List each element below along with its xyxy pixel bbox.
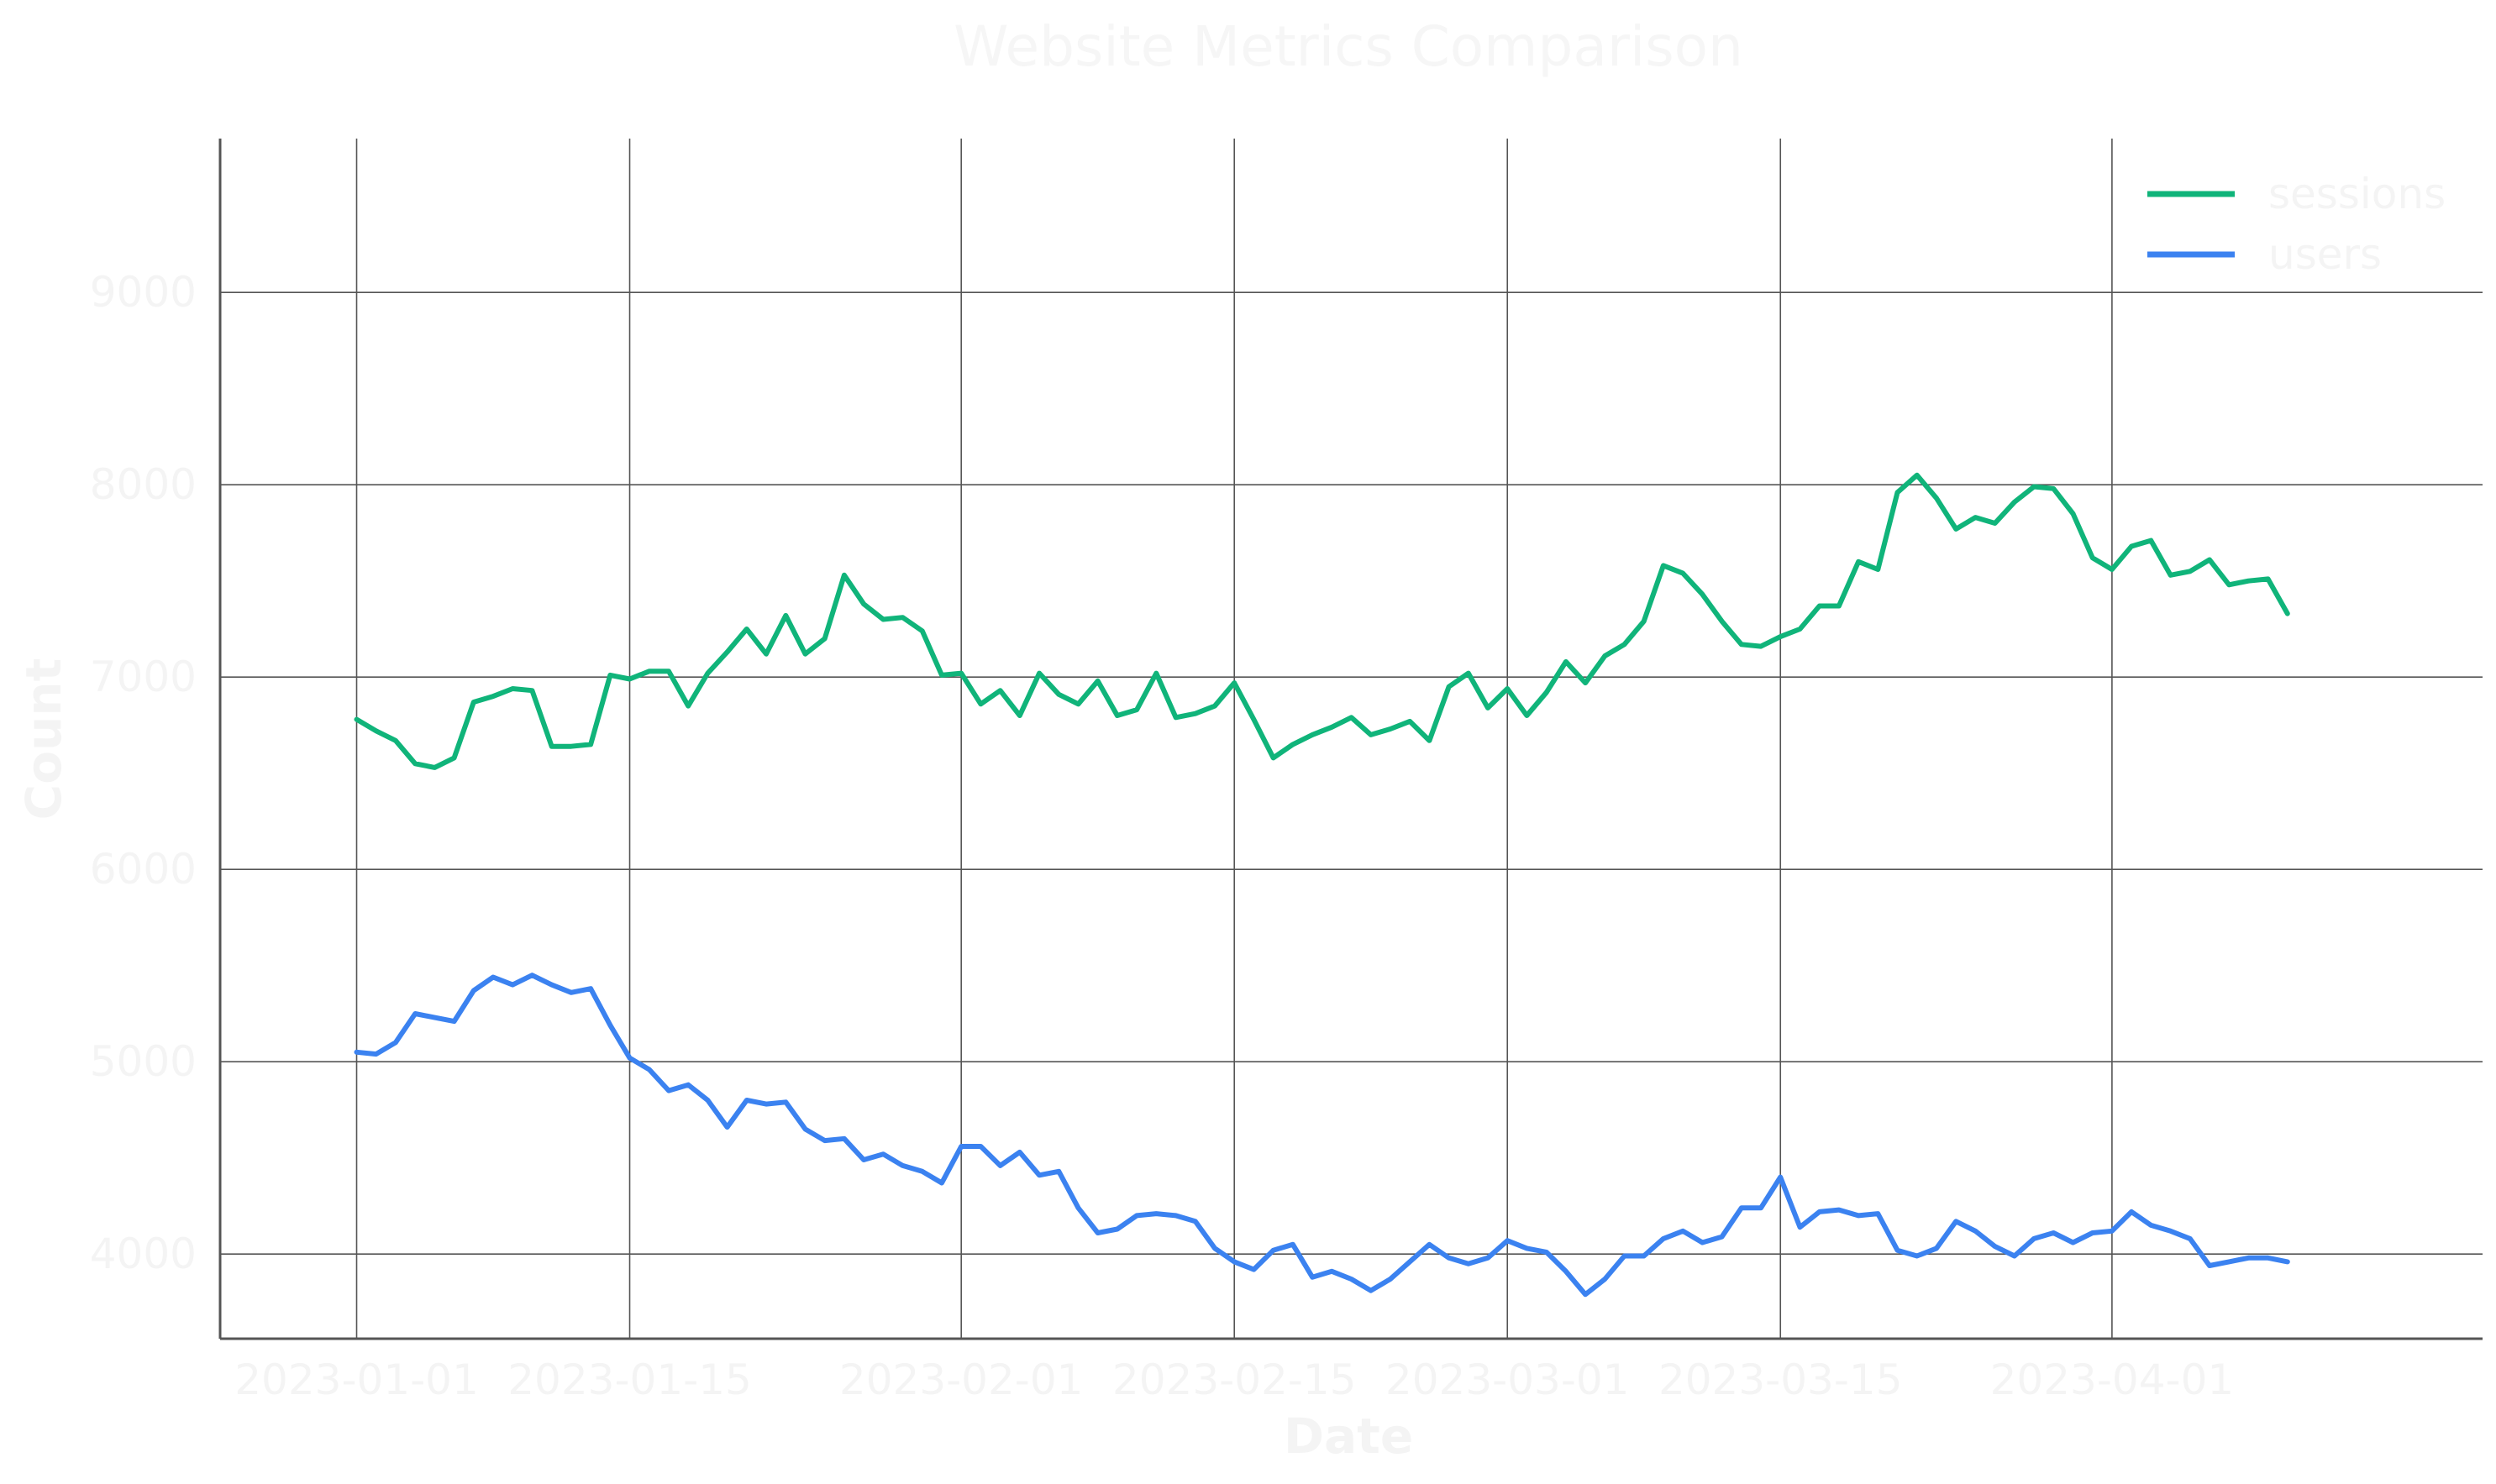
y-tick-label: 6000 bbox=[90, 845, 197, 894]
x-tick-label: 2023-01-01 bbox=[234, 1356, 479, 1404]
x-tick-labels: 2023-01-01 2023-01-15 2023-02-01 2023-02-15… bbox=[234, 1356, 2234, 1404]
x-tick-label: 2023-03-01 bbox=[1385, 1356, 1630, 1404]
chart-title: Website Metrics Comparison bbox=[954, 14, 1743, 79]
x-tick-label: 2023-01-15 bbox=[507, 1356, 752, 1404]
y-tick-label: 8000 bbox=[90, 460, 197, 509]
y-tick-label: 5000 bbox=[90, 1037, 197, 1086]
series-lines bbox=[354, 472, 2290, 1298]
x-tick-label: 2023-02-15 bbox=[1112, 1356, 1357, 1404]
grid-lines bbox=[220, 139, 2483, 1339]
legend: sessions users bbox=[2147, 170, 2446, 279]
y-axis-label: Count bbox=[15, 658, 72, 821]
series-line-users bbox=[354, 973, 2290, 1298]
x-tick-label: 2023-04-01 bbox=[1990, 1356, 2235, 1404]
axes bbox=[218, 139, 2483, 1340]
legend-label-sessions: sessions bbox=[2268, 170, 2446, 218]
x-tick-label: 2023-02-01 bbox=[839, 1356, 1084, 1404]
y-tick-labels: 4000 5000 6000 7000 8000 9000 bbox=[90, 268, 197, 1278]
y-tick-label: 9000 bbox=[90, 268, 197, 317]
y-tick-label: 7000 bbox=[90, 653, 197, 701]
legend-label-users: users bbox=[2268, 230, 2382, 279]
series-line-sessions bbox=[354, 472, 2290, 770]
y-tick-label: 4000 bbox=[90, 1230, 197, 1278]
x-axis-label: Date bbox=[1284, 1408, 1413, 1465]
x-tick-label: 2023-03-15 bbox=[1658, 1356, 1903, 1404]
